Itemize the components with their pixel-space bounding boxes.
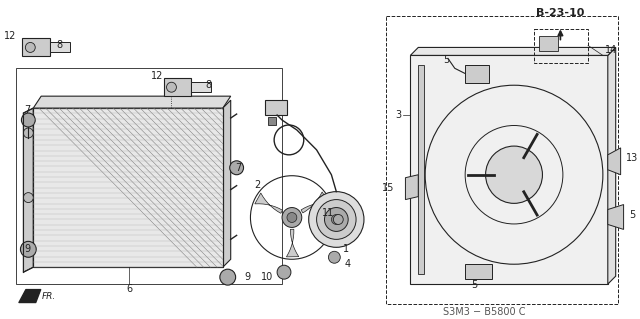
Polygon shape: [301, 192, 328, 213]
Bar: [465, 65, 490, 83]
Text: 7: 7: [236, 163, 242, 173]
Circle shape: [333, 214, 343, 225]
Polygon shape: [33, 96, 230, 108]
Text: 1: 1: [343, 244, 349, 254]
Bar: [22, 39, 50, 56]
Circle shape: [20, 241, 36, 257]
Text: FR.: FR.: [42, 292, 56, 300]
Text: 14: 14: [605, 45, 617, 56]
Polygon shape: [410, 48, 616, 56]
Circle shape: [495, 155, 534, 194]
Text: 10: 10: [261, 272, 273, 282]
Circle shape: [317, 200, 356, 239]
Text: 12: 12: [4, 32, 17, 41]
Text: 9: 9: [244, 272, 251, 282]
Text: 2: 2: [254, 180, 260, 190]
Text: 3: 3: [396, 110, 402, 120]
Text: 8: 8: [205, 80, 211, 90]
Text: B-23-10: B-23-10: [536, 8, 584, 18]
Circle shape: [166, 82, 177, 92]
Text: 4: 4: [344, 259, 350, 269]
Circle shape: [324, 208, 348, 231]
Text: S3M3 − B5800 C: S3M3 − B5800 C: [443, 307, 525, 317]
Circle shape: [282, 208, 302, 227]
Text: 5: 5: [444, 56, 450, 65]
Circle shape: [486, 146, 543, 204]
Circle shape: [332, 214, 341, 225]
Polygon shape: [255, 193, 282, 213]
Text: 12: 12: [150, 71, 163, 81]
Circle shape: [505, 166, 523, 184]
Text: 15: 15: [382, 183, 395, 193]
Text: 6: 6: [126, 284, 132, 294]
Text: 11: 11: [322, 208, 334, 218]
Text: 9: 9: [24, 244, 30, 254]
Polygon shape: [608, 204, 623, 229]
Circle shape: [328, 251, 340, 263]
Circle shape: [220, 269, 236, 285]
Circle shape: [287, 212, 297, 222]
Polygon shape: [608, 148, 621, 175]
Text: 5: 5: [472, 280, 477, 290]
Text: 7: 7: [24, 105, 30, 115]
Circle shape: [230, 161, 244, 175]
Text: 8: 8: [57, 41, 63, 50]
Circle shape: [21, 113, 35, 127]
Polygon shape: [608, 48, 616, 284]
Polygon shape: [33, 108, 223, 267]
Bar: [191, 82, 211, 92]
Polygon shape: [287, 229, 299, 257]
Circle shape: [308, 192, 364, 247]
Bar: [386, 16, 618, 304]
Bar: [539, 36, 559, 51]
Circle shape: [24, 128, 33, 138]
Circle shape: [24, 193, 33, 203]
Circle shape: [26, 42, 35, 52]
Bar: [419, 65, 424, 274]
Bar: [410, 56, 608, 284]
Polygon shape: [405, 175, 419, 200]
Bar: [265, 100, 287, 115]
Polygon shape: [223, 100, 230, 267]
Bar: [164, 78, 191, 96]
Bar: [465, 264, 492, 279]
Polygon shape: [24, 108, 33, 272]
Bar: [50, 42, 70, 52]
Text: 13: 13: [625, 153, 638, 163]
Bar: [268, 117, 276, 125]
Text: 5: 5: [630, 210, 636, 219]
Bar: [534, 28, 588, 63]
Circle shape: [277, 265, 291, 279]
